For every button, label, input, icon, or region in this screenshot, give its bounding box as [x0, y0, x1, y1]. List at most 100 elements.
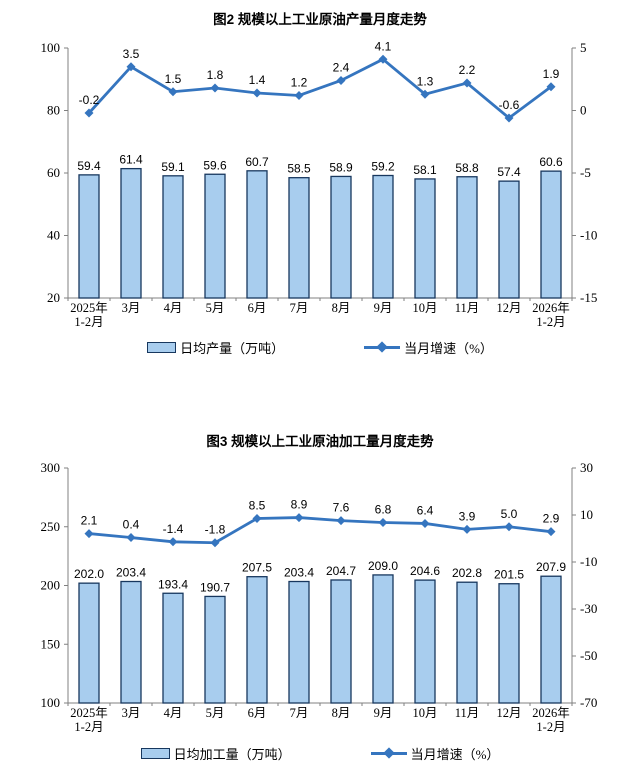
- right-axis-tick-label: -30: [580, 601, 597, 616]
- left-axis-tick-label: 80: [47, 103, 60, 118]
- line-value-label: 1.4: [249, 73, 266, 87]
- bar: [414, 178, 436, 299]
- chart-title: 图3 规模以上工业原油加工量月度走势: [206, 434, 434, 449]
- chart-title: 图2 规模以上工业原油产量月度走势: [213, 12, 427, 27]
- x-axis-category-label: 4月: [164, 301, 183, 315]
- line-swatch-icon: [370, 747, 407, 759]
- line-marker: [294, 513, 304, 523]
- left-axis-tick-label: 200: [41, 578, 61, 593]
- line-marker: [336, 76, 346, 85]
- bar-value-label: 60.7: [245, 155, 269, 169]
- bar-value-label: 202.8: [452, 566, 482, 580]
- x-axis-category-label: 2025年: [70, 706, 108, 720]
- line-marker: [546, 82, 556, 92]
- x-axis-category-label: 3月: [122, 706, 141, 720]
- bar: [246, 170, 268, 299]
- line-marker: [84, 529, 94, 539]
- line-value-label: 7.6: [333, 501, 350, 515]
- legend-label: 当月增速（%）: [404, 341, 493, 356]
- line-marker: [252, 514, 262, 524]
- bar: [498, 180, 520, 299]
- bar-value-label: 61.4: [119, 153, 143, 167]
- bar: [372, 574, 394, 704]
- chart-plot-area: 100 150 200 250 300 -70 -50 -30 -10 10 30 202.0 203.…: [41, 460, 598, 734]
- line-value-label: 1.9: [543, 67, 560, 81]
- line-value-label: 6.8: [375, 503, 392, 517]
- bar-value-label: 57.4: [497, 165, 521, 179]
- line-marker: [378, 518, 388, 528]
- bar: [204, 595, 226, 704]
- x-axis-category-label: 6月: [248, 706, 267, 720]
- left-axis-tick-label: 60: [47, 165, 60, 180]
- x-axis-category-label: 12月: [496, 706, 521, 720]
- line-value-label: -1.4: [163, 522, 184, 536]
- x-axis-category-label: 3月: [122, 301, 141, 315]
- right-axis-tick-label: 0: [580, 103, 587, 118]
- x-axis-category-label: 9月: [374, 706, 393, 720]
- right-axis-tick-label: -5: [580, 165, 591, 180]
- right-axis-tick-label: -70: [580, 695, 597, 710]
- bar: [78, 582, 100, 704]
- bar-value-label: 201.5: [494, 568, 524, 582]
- bar: [162, 175, 184, 299]
- line-value-label: 2.9: [543, 512, 560, 526]
- bar-value-label: 59.2: [371, 160, 395, 174]
- chart-legend: 日均产量（万吨） 当月增速（%）: [0, 338, 640, 357]
- bar-swatch-icon: [140, 748, 170, 759]
- line-marker: [210, 83, 220, 93]
- x-axis-category-label: 6月: [248, 301, 267, 315]
- right-axis-tick-label: -10: [580, 554, 597, 569]
- x-axis-category-label: 8月: [332, 301, 351, 315]
- x-axis-category-label: 8月: [332, 706, 351, 720]
- line-value-label: 8.5: [249, 499, 266, 513]
- legend-item-line-series: 当月增速（%）: [370, 744, 499, 763]
- line-marker: [294, 91, 304, 100]
- line-marker: [420, 518, 430, 528]
- bar-value-label: 202.0: [74, 567, 104, 581]
- bar: [498, 583, 520, 704]
- legend-label: 日均产量（万吨）: [180, 341, 285, 356]
- line-value-label: 1.2: [291, 76, 308, 90]
- line-marker: [504, 113, 514, 123]
- x-axis-category-label: 7月: [290, 706, 309, 720]
- left-axis-tick-label: 100: [41, 40, 61, 55]
- bar: [330, 175, 352, 299]
- line-marker: [504, 522, 514, 532]
- bar: [246, 576, 268, 704]
- bar-value-label: 58.1: [413, 163, 437, 177]
- right-axis-tick-label: -15: [580, 290, 597, 305]
- line-value-label: 6.4: [417, 503, 434, 517]
- line-marker: [546, 527, 556, 537]
- bar: [204, 173, 226, 299]
- bar: [414, 579, 436, 704]
- legend-item-bar-series: 日均产量（万吨）: [147, 338, 284, 357]
- trend-line: [87, 57, 552, 120]
- bar-value-label: 204.6: [410, 564, 440, 578]
- bar: [372, 174, 394, 299]
- bar: [330, 579, 352, 704]
- line-value-label: 2.2: [459, 63, 476, 77]
- x-axis-category-label: 1-2月: [74, 720, 103, 734]
- x-axis-category-label: 12月: [496, 301, 521, 315]
- line-value-label: 1.8: [207, 68, 224, 82]
- line-value-label: 3.5: [123, 47, 140, 61]
- bar-value-label: 207.5: [242, 561, 272, 575]
- x-axis-category-label: 10月: [412, 301, 437, 315]
- line-marker: [168, 87, 178, 97]
- right-axis-tick-label: 10: [580, 507, 593, 522]
- line-marker: [336, 516, 346, 526]
- line-value-label: 1.5: [165, 72, 182, 86]
- line-marker: [126, 533, 136, 543]
- bar: [540, 575, 562, 704]
- right-axis-tick-label: 5: [580, 40, 587, 55]
- left-axis-tick-label: 250: [41, 519, 61, 534]
- bar: [456, 581, 478, 704]
- bar-value-label: 59.1: [161, 160, 185, 174]
- x-axis-category-label: 2026年: [532, 301, 570, 315]
- bar: [120, 167, 142, 299]
- line-value-label: 4.1: [375, 39, 392, 53]
- line-marker: [462, 524, 472, 534]
- bar-value-label: 59.4: [77, 159, 101, 173]
- bar-value-label: 203.4: [284, 566, 314, 580]
- left-axis-tick-label: 150: [41, 636, 61, 651]
